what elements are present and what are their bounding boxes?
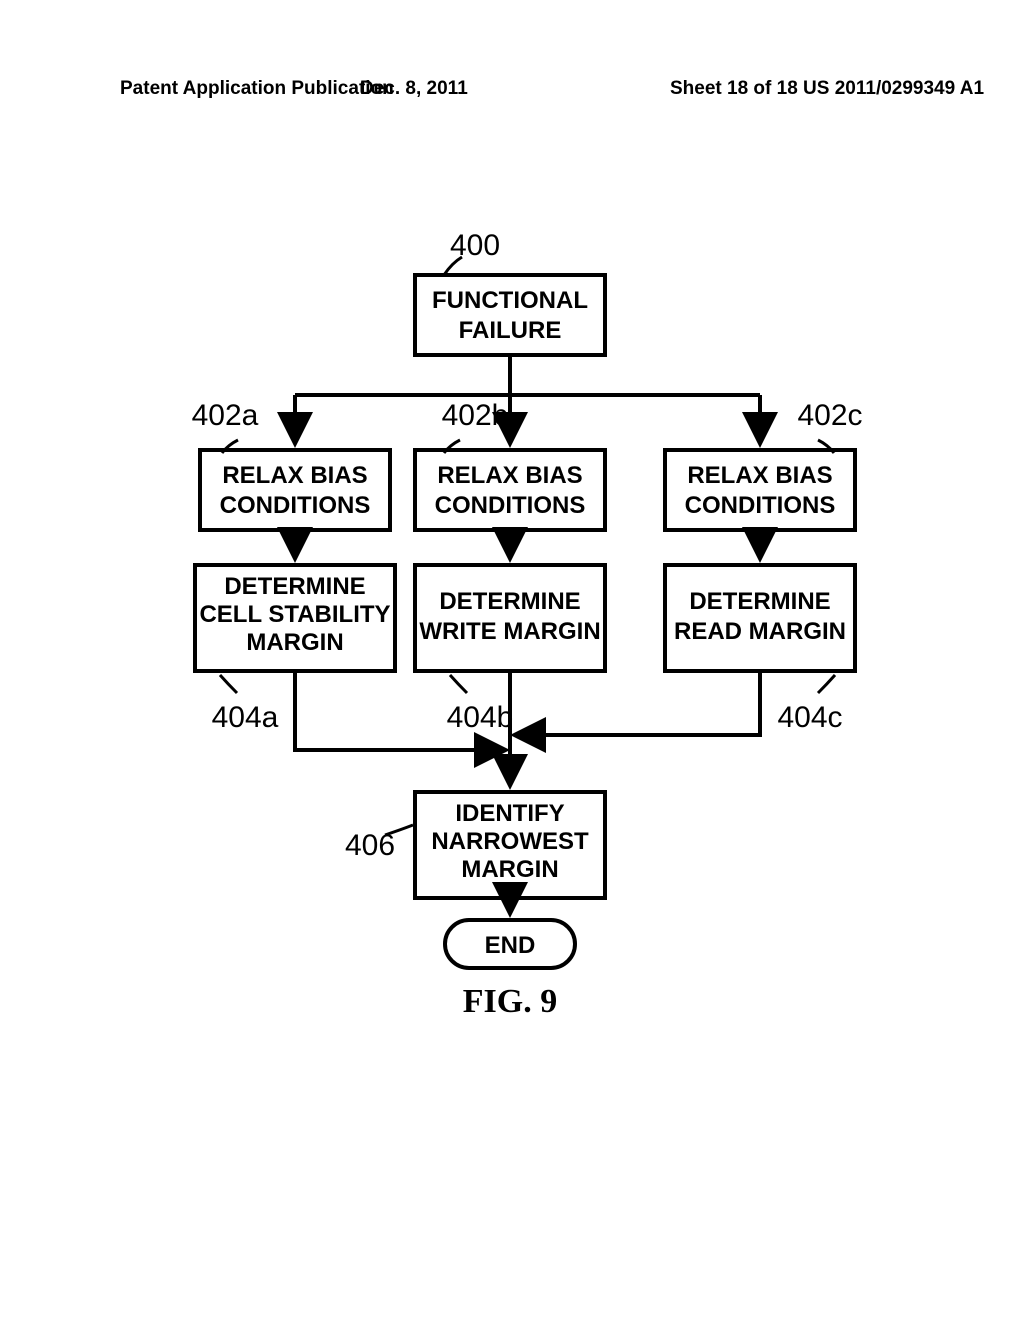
ref-404b: 404b <box>447 701 514 734</box>
node-402b-line1: RELAX BIAS <box>437 462 582 489</box>
node-end: END <box>445 920 575 968</box>
node-400-line2: FAILURE <box>459 317 562 344</box>
node-406-line2: NARROWEST <box>431 828 589 855</box>
node-404a: DETERMINE CELL STABILITY MARGIN <box>195 565 395 671</box>
ref-404a: 404a <box>212 701 279 734</box>
node-406-line3: MARGIN <box>461 856 558 883</box>
node-400-line1: FUNCTIONAL <box>432 287 588 314</box>
ref-402a: 402a <box>192 399 259 432</box>
flowchart: FUNCTIONAL FAILURE 400 RELAX BIAS CONDIT… <box>0 0 1024 1320</box>
node-402b: RELAX BIAS CONDITIONS <box>415 450 605 530</box>
node-400: FUNCTIONAL FAILURE <box>415 275 605 355</box>
node-404c-line2: READ MARGIN <box>674 618 846 645</box>
node-404a-line3: MARGIN <box>246 629 343 656</box>
node-406-line1: IDENTIFY <box>455 800 564 827</box>
node-402a-line2: CONDITIONS <box>220 492 371 519</box>
ref-404c: 404c <box>777 701 842 734</box>
node-404b-line1: DETERMINE <box>439 588 580 615</box>
node-402a-line1: RELAX BIAS <box>222 462 367 489</box>
ref-402b: 402b <box>442 399 509 432</box>
node-404c: DETERMINE READ MARGIN <box>665 565 855 671</box>
node-404b: DETERMINE WRITE MARGIN <box>415 565 605 671</box>
node-end-line1: END <box>485 932 536 959</box>
node-402a: RELAX BIAS CONDITIONS <box>200 450 390 530</box>
node-402c-line2: CONDITIONS <box>685 492 836 519</box>
node-406: IDENTIFY NARROWEST MARGIN <box>415 792 605 898</box>
ref-402c: 402c <box>797 399 862 432</box>
figure-label: FIG. 9 <box>463 983 557 1020</box>
node-402b-line2: CONDITIONS <box>435 492 586 519</box>
node-404a-line2: CELL STABILITY <box>199 601 390 628</box>
ref-400: 400 <box>450 229 500 262</box>
node-402c: RELAX BIAS CONDITIONS <box>665 450 855 530</box>
node-404b-line2: WRITE MARGIN <box>419 618 600 645</box>
node-404c-line1: DETERMINE <box>689 588 830 615</box>
node-402c-line1: RELAX BIAS <box>687 462 832 489</box>
node-404a-line1: DETERMINE <box>224 573 365 600</box>
